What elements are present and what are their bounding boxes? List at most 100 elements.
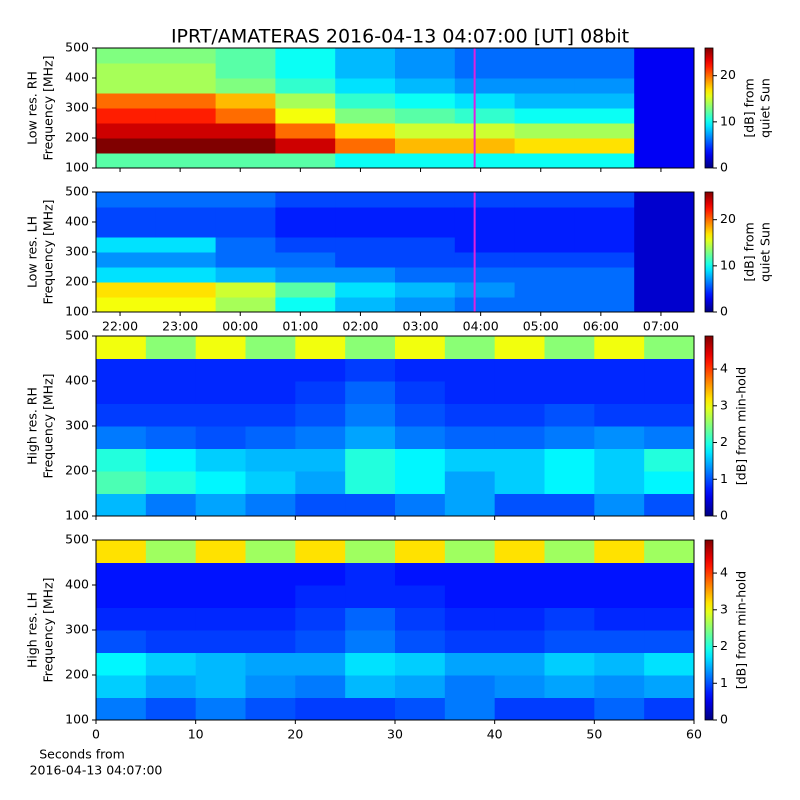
- heat-cell: [574, 267, 635, 283]
- heat-cell: [594, 630, 645, 653]
- colorbar-tick-label: 0: [720, 304, 728, 319]
- heat-cell: [395, 108, 456, 124]
- chart-title: IPRT/AMATERAS 2016-04-13 04:07:00 [UT] 0…: [171, 26, 629, 48]
- heat-cell: [544, 381, 595, 404]
- heat-cell: [395, 282, 456, 298]
- heat-cell: [514, 93, 575, 109]
- heat-cell: [245, 448, 296, 472]
- heat-cell: [215, 138, 276, 154]
- heat-cell: [574, 93, 635, 109]
- heat-cell: [494, 426, 545, 449]
- heat-cell: [644, 471, 695, 494]
- heat-cell: [494, 471, 545, 494]
- heat-cell: [444, 652, 496, 676]
- heat-cell: [574, 108, 635, 124]
- heat-cell: [514, 192, 575, 208]
- x-tick-label: 23:00: [162, 319, 198, 334]
- heat-cell: [594, 652, 645, 676]
- y-tick-label: 200: [65, 463, 89, 478]
- heat-cell: [514, 207, 575, 223]
- heat-cell: [155, 48, 217, 64]
- heat-cell: [444, 585, 496, 608]
- heat-cell: [155, 237, 217, 253]
- heat-cell: [96, 540, 147, 563]
- heat-cell: [454, 207, 516, 223]
- heat-cell: [295, 381, 346, 404]
- heat-cell: [245, 607, 296, 631]
- heat-cell: [96, 675, 147, 698]
- heat-cell: [295, 336, 346, 359]
- heat-cell: [594, 336, 645, 359]
- heat-cell: [215, 108, 276, 124]
- heat-cell: [444, 426, 496, 449]
- x-tick-label: 06:00: [583, 319, 619, 334]
- heat-cell: [335, 297, 396, 313]
- heat-cell: [155, 123, 217, 139]
- heat-cell: [155, 297, 217, 313]
- heat-cell: [634, 192, 695, 208]
- heat-cell: [275, 138, 336, 154]
- heat-cell: [514, 267, 575, 283]
- heat-cell: [245, 697, 296, 721]
- heat-cell: [145, 630, 197, 653]
- heat-cell: [574, 153, 635, 169]
- heat-cell: [574, 297, 635, 313]
- y-tick-label: 500: [65, 40, 89, 55]
- heat-cell: [594, 471, 645, 494]
- heat-cell: [335, 252, 396, 268]
- heat-cell: [215, 297, 276, 313]
- colorbar-tick-label: 2: [720, 434, 728, 449]
- heat-cell: [454, 153, 516, 169]
- heat-cell: [594, 426, 645, 449]
- heat-cell: [145, 562, 197, 586]
- heat-cell: [96, 652, 147, 676]
- y-tick-label: 100: [65, 304, 89, 319]
- heat-cell: [195, 562, 246, 586]
- heat-cell: [494, 493, 545, 517]
- heat-cell: [494, 585, 545, 608]
- heat-cell: [96, 607, 147, 631]
- heat-cell: [395, 207, 456, 223]
- heat-cell: [345, 540, 396, 563]
- heat-cell: [594, 493, 645, 517]
- colorbar-tick-label: 1: [720, 471, 728, 486]
- heat-cell: [145, 585, 197, 608]
- colorbar-tick-label: 3: [720, 601, 728, 616]
- colorbar-label: [dB] from: [742, 78, 757, 137]
- heat-cell: [574, 207, 635, 223]
- heat-cell: [335, 153, 396, 169]
- heat-cell: [345, 697, 396, 721]
- heat-cell: [594, 607, 645, 631]
- heat-cell: [644, 697, 695, 721]
- heat-cell: [195, 426, 246, 449]
- heat-cell: [96, 252, 157, 268]
- heat-cell: [494, 675, 545, 698]
- y-tick-label: 300: [65, 244, 89, 259]
- heat-cell: [644, 403, 695, 427]
- heat-cell: [574, 237, 635, 253]
- colorbar-label: [dB] from min-hold: [734, 571, 749, 689]
- heat-cell: [275, 108, 336, 124]
- heat-cell: [395, 63, 456, 79]
- heat-cell: [345, 471, 396, 494]
- heat-cell: [275, 282, 336, 298]
- heat-cell: [335, 78, 396, 94]
- heat-cell: [395, 358, 446, 382]
- y-tick-label: 200: [65, 274, 89, 289]
- heat-cell: [215, 48, 276, 64]
- colorbar-label: quiet Sun: [758, 222, 773, 282]
- heat-cell: [345, 675, 396, 698]
- heat-cell: [145, 448, 197, 472]
- y-tick-label: 500: [65, 184, 89, 199]
- x-tick-label: 04:00: [463, 319, 499, 334]
- heat-cell: [634, 108, 695, 124]
- heat-cell: [514, 108, 575, 124]
- heat-cell: [215, 222, 276, 238]
- heat-cell: [335, 48, 396, 64]
- heat-cell: [514, 222, 575, 238]
- heat-cell: [454, 192, 516, 208]
- heat-cell: [514, 78, 575, 94]
- colorbar-tick-label: 0: [720, 160, 728, 175]
- heat-cell: [295, 652, 346, 676]
- heat-cell: [335, 93, 396, 109]
